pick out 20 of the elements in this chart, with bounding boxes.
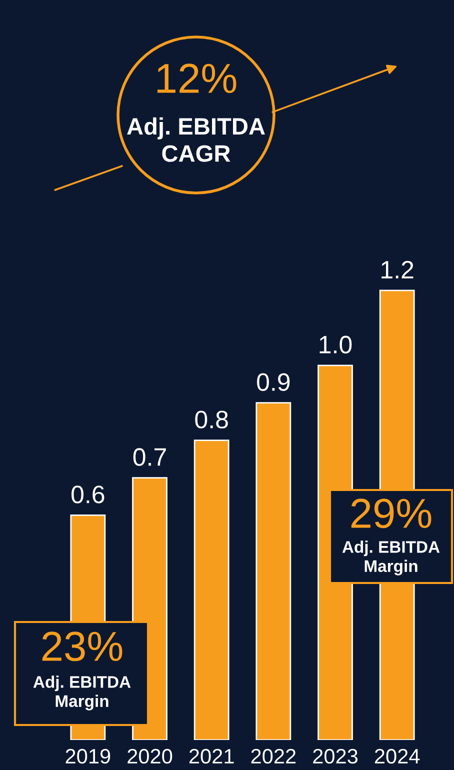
x-tick-label: 2020 — [128, 748, 172, 764]
data-label: 0.9 — [257, 373, 290, 391]
annotation: Adj. EBITDA Margin — [342, 540, 440, 576]
data-label: 1.0 — [320, 336, 352, 354]
x-tick-label: 2024 — [374, 748, 420, 764]
x-tick-label: 2021 — [189, 748, 234, 764]
annotation: Adj. EBITDA Margin — [33, 676, 131, 710]
annotation: 23% — [42, 632, 122, 662]
bar — [256, 402, 292, 740]
data-label: 1.2 — [382, 260, 414, 278]
text: Adj. EBITDA CAGR — [127, 117, 265, 162]
x-tick-label: 2019 — [66, 748, 110, 764]
text: 12% — [157, 64, 236, 94]
annotation: 29% — [351, 498, 432, 528]
x-tick-label: 2022 — [251, 748, 296, 764]
data-label: 0.7 — [133, 448, 166, 466]
data-label: 0.8 — [195, 410, 228, 428]
x-tick-label: 2023 — [313, 748, 358, 764]
bar — [194, 440, 230, 740]
data-label: 0.6 — [72, 486, 104, 504]
